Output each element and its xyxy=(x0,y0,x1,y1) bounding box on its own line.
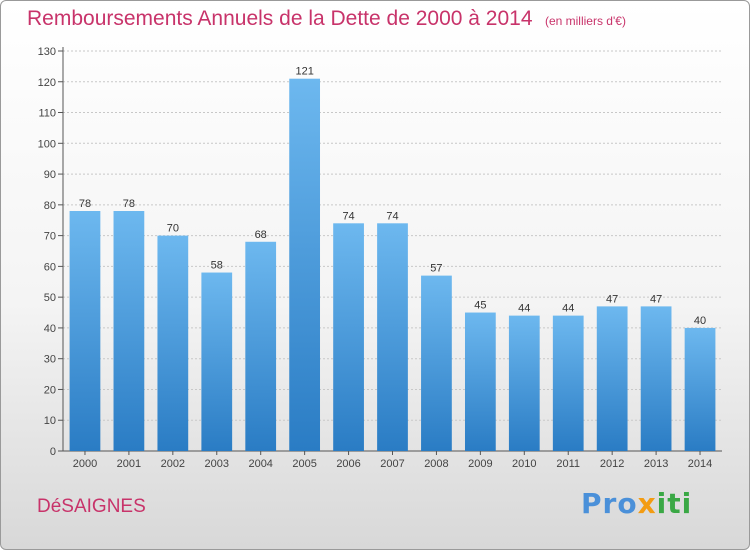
data-label-2011: 44 xyxy=(562,303,574,315)
data-label-2002: 70 xyxy=(167,223,179,235)
y-tick-label: 110 xyxy=(38,108,56,120)
bar-2000 xyxy=(69,211,101,451)
data-label-2013: 47 xyxy=(650,293,662,305)
bar-2009 xyxy=(464,312,496,451)
chart-unit: (en milliers d'€) xyxy=(544,14,626,28)
y-tick-label: 40 xyxy=(44,323,56,335)
proxiti-logo: Proxiti xyxy=(581,487,692,520)
x-tick-label-2002: 2002 xyxy=(161,458,185,470)
data-label-2014: 40 xyxy=(694,315,706,327)
data-label-2012: 47 xyxy=(606,293,618,305)
x-tick-label-2014: 2014 xyxy=(688,458,712,470)
data-label-2000: 78 xyxy=(79,198,91,210)
bar-2003 xyxy=(201,272,233,451)
bar-2006 xyxy=(333,223,364,451)
x-tick-label-2007: 2007 xyxy=(380,458,404,470)
logo-part-1: Pro xyxy=(581,487,638,520)
y-tick-label: 120 xyxy=(38,77,56,89)
x-tick-label-2010: 2010 xyxy=(512,458,536,470)
y-tick-label: 130 xyxy=(38,46,56,58)
x-tick-label-2011: 2011 xyxy=(556,458,580,470)
x-tick-label-2000: 2000 xyxy=(73,458,97,470)
logo-part-2: x xyxy=(637,487,657,520)
data-label-2010: 44 xyxy=(518,303,530,315)
chart-title-text: Remboursements Annuels de la Dette de 20… xyxy=(27,7,533,30)
y-tick-label: 80 xyxy=(44,200,56,212)
logo-part-3: iti xyxy=(656,487,693,520)
data-label-2006: 74 xyxy=(342,210,354,222)
x-tick-label-2004: 2004 xyxy=(248,458,272,470)
data-label-2007: 74 xyxy=(386,210,398,222)
x-tick-label-2012: 2012 xyxy=(600,458,624,470)
data-label-2001: 78 xyxy=(123,198,135,210)
x-tick-label-2005: 2005 xyxy=(292,458,316,470)
bar-2008 xyxy=(421,275,452,451)
x-tick-label-2006: 2006 xyxy=(336,458,360,470)
y-tick-label: 100 xyxy=(38,138,56,150)
bar-2013 xyxy=(640,306,672,451)
y-tick-label: 50 xyxy=(44,292,56,304)
chart-title: Remboursements Annuels de la Dette de 20… xyxy=(27,7,626,31)
bar-2007 xyxy=(377,223,408,451)
data-label-2003: 58 xyxy=(211,260,223,272)
bar-2012 xyxy=(596,306,628,451)
bar-2001 xyxy=(113,211,145,451)
data-label-2009: 45 xyxy=(474,300,486,312)
x-tick-label-2001: 2001 xyxy=(117,458,141,470)
labels: 0 10 20 30 40 50 60 70 80 90 100 110 120 130 78 2000 78 2… xyxy=(38,46,713,470)
x-tick-label-2008: 2008 xyxy=(424,458,448,470)
data-label-2008: 57 xyxy=(430,263,442,275)
y-tick-label: 30 xyxy=(44,354,56,366)
commune-name: DéSAIGNES xyxy=(37,496,146,517)
data-label-2004: 68 xyxy=(255,229,267,241)
bar-2011 xyxy=(552,315,584,451)
x-tick-label-2009: 2009 xyxy=(468,458,492,470)
y-tick-label: 20 xyxy=(44,384,56,396)
bar-2004 xyxy=(245,241,277,451)
y-tick-label: 70 xyxy=(44,231,56,243)
y-tick-label: 0 xyxy=(50,446,56,458)
y-tick-label: 10 xyxy=(44,415,56,427)
bar-2010 xyxy=(508,315,540,451)
y-tick-label: 90 xyxy=(44,169,56,181)
bars xyxy=(69,78,716,451)
bar-2005 xyxy=(289,78,321,451)
y-tick-label: 60 xyxy=(44,261,56,273)
bar-2014 xyxy=(684,327,716,451)
x-tick-label-2003: 2003 xyxy=(205,458,229,470)
bar-2002 xyxy=(157,235,189,451)
x-tick-label-2013: 2013 xyxy=(644,458,668,470)
data-label-2005: 121 xyxy=(295,66,313,78)
